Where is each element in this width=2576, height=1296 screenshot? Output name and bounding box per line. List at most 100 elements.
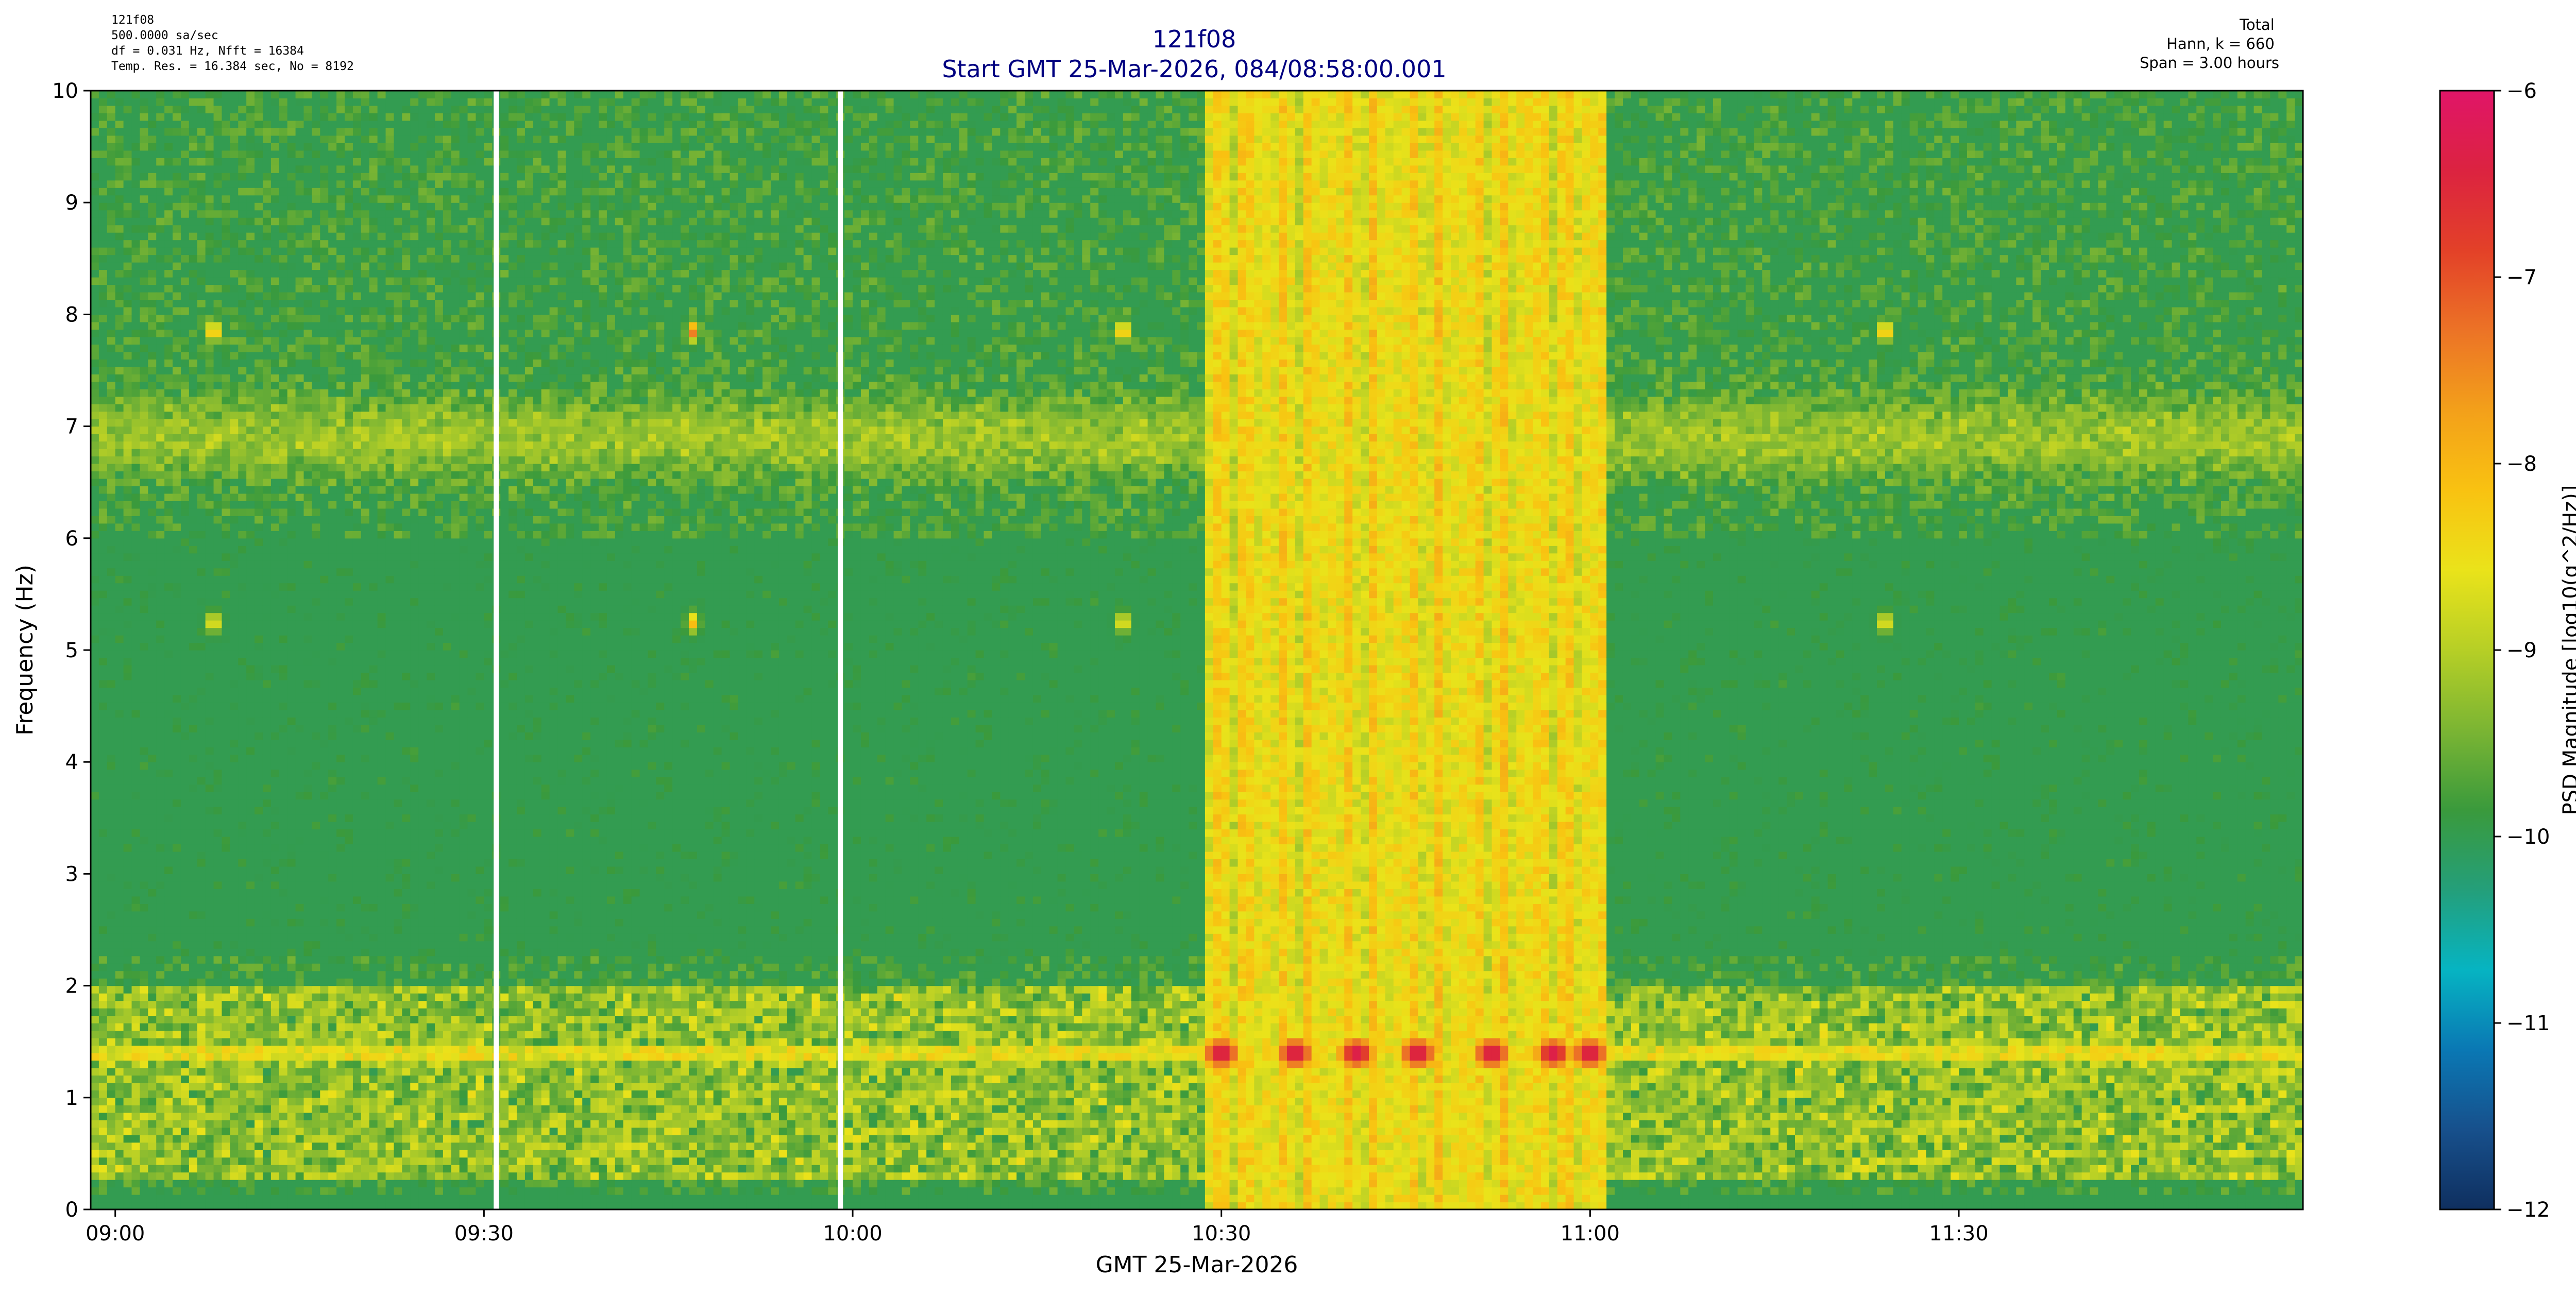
heatmap-cell	[238, 352, 247, 360]
heatmap-cell	[99, 374, 108, 382]
heatmap-cell	[246, 255, 255, 263]
heatmap-cell	[246, 1090, 255, 1098]
heatmap-cell	[263, 657, 271, 665]
heatmap-cell	[238, 262, 247, 270]
heatmap-cell	[255, 419, 263, 427]
heatmap-cell	[230, 501, 239, 508]
heatmap-cell	[181, 202, 190, 210]
heatmap-cell	[197, 471, 206, 479]
heatmap-cell	[206, 896, 214, 904]
heatmap-cell	[173, 680, 181, 688]
heatmap-cell	[156, 814, 165, 822]
heatmap-cell	[206, 665, 214, 673]
heatmap-cell	[156, 217, 165, 225]
heatmap-cell	[214, 479, 223, 486]
heatmap-cell	[238, 389, 247, 397]
heatmap-cell	[189, 986, 198, 994]
heatmap-cell	[263, 471, 271, 479]
heatmap-cell	[115, 232, 124, 240]
heatmap-cell	[132, 367, 141, 374]
heatmap-cell	[140, 1120, 148, 1128]
heatmap-cell	[164, 277, 173, 285]
heatmap-cell	[164, 1090, 173, 1098]
heatmap-cell	[156, 971, 165, 979]
heatmap-cell	[246, 829, 255, 837]
heatmap-cell	[189, 307, 198, 315]
heatmap-cell	[255, 725, 263, 732]
heatmap-cell	[173, 187, 181, 195]
heatmap-cell	[230, 1023, 239, 1031]
heatmap-cell	[132, 232, 141, 240]
heatmap-cell	[255, 1128, 263, 1135]
heatmap-cell	[189, 427, 198, 434]
heatmap-cell	[197, 1157, 206, 1165]
heatmap-cell	[140, 1165, 148, 1172]
heatmap-cell	[148, 247, 157, 255]
heatmap-cell	[164, 672, 173, 680]
heatmap-cell	[238, 337, 247, 345]
heatmap-cell	[263, 560, 271, 568]
heatmap-cell	[214, 501, 223, 508]
heatmap-cell	[99, 314, 108, 322]
heatmap-cell	[255, 1075, 263, 1083]
heatmap-cell	[238, 493, 247, 501]
heatmap-cell	[156, 307, 165, 315]
heatmap-cell	[173, 1113, 181, 1120]
heatmap-cell	[214, 307, 223, 315]
heatmap-cell	[124, 993, 132, 1001]
heatmap-cell	[189, 672, 198, 680]
heatmap-cell	[246, 1135, 255, 1142]
heatmap-cell	[181, 158, 190, 165]
heatmap-cell	[148, 918, 157, 926]
heatmap-cell	[148, 732, 157, 740]
heatmap-cell	[181, 1120, 190, 1128]
heatmap-cell	[107, 680, 116, 688]
heatmap-cell	[238, 165, 247, 173]
heatmap-cell	[140, 657, 148, 665]
heatmap-cell	[230, 687, 239, 695]
heatmap-cell	[124, 337, 132, 345]
heatmap-cell	[132, 1060, 141, 1068]
heatmap-cell	[115, 903, 124, 911]
heatmap-cell	[140, 449, 148, 456]
heatmap-cell	[214, 680, 223, 688]
heatmap-cell	[189, 866, 198, 874]
heatmap-cell	[148, 538, 157, 546]
heatmap-cell	[91, 568, 99, 576]
heatmap-cell	[255, 538, 263, 546]
heatmap-cell	[222, 620, 230, 628]
heatmap-cell	[238, 202, 247, 210]
heatmap-cell	[214, 1150, 223, 1157]
heatmap-cell	[91, 240, 99, 248]
heatmap-cell	[99, 187, 108, 195]
heatmap-cell	[124, 807, 132, 814]
heatmap-cell	[115, 486, 124, 493]
heatmap-cell	[246, 993, 255, 1001]
heatmap-cell	[115, 837, 124, 844]
heatmap-cell	[173, 1008, 181, 1016]
heatmap-cell	[222, 1008, 230, 1016]
heatmap-cell	[140, 598, 148, 606]
heatmap-cell	[107, 896, 116, 904]
heatmap-cell	[238, 785, 247, 792]
heatmap-cell	[115, 590, 124, 598]
heatmap-cell	[164, 650, 173, 658]
heatmap-cell	[271, 1060, 280, 1068]
heatmap-cell	[156, 106, 165, 113]
heatmap-cell	[214, 844, 223, 851]
heatmap-cell	[238, 620, 247, 628]
heatmap-cell	[263, 322, 271, 330]
heatmap-cell	[124, 240, 132, 248]
heatmap-cell	[230, 866, 239, 874]
heatmap-cell	[164, 635, 173, 643]
heatmap-cell	[206, 702, 214, 710]
heatmap-cell	[206, 598, 214, 606]
heatmap-cell	[107, 762, 116, 770]
heatmap-cell	[173, 829, 181, 837]
heatmap-cell	[181, 1180, 190, 1187]
heatmap-cell	[115, 799, 124, 807]
heatmap-cell	[263, 948, 271, 956]
heatmap-cell	[197, 382, 206, 389]
heatmap-cell	[164, 896, 173, 904]
heatmap-cell	[124, 501, 132, 508]
